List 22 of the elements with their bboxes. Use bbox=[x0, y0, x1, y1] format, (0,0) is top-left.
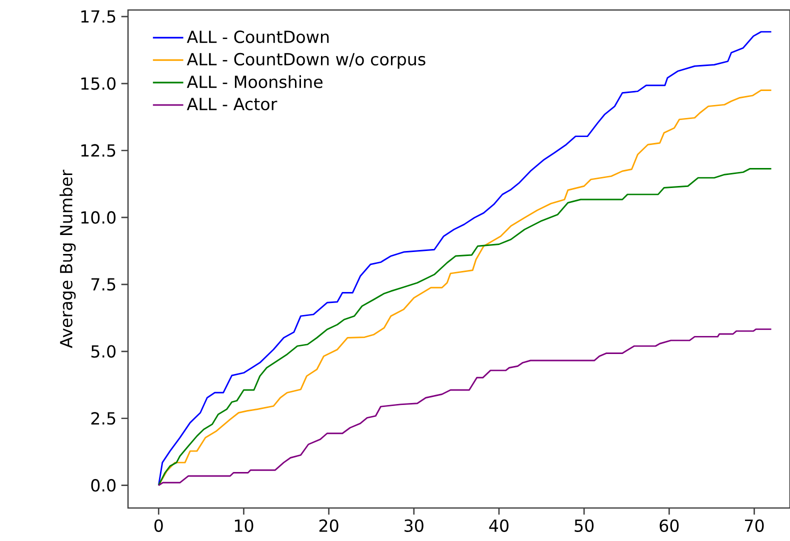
x-tick-label: 60 bbox=[660, 519, 679, 532]
x-tick-label: 0 bbox=[154, 519, 163, 532]
x-tick-label: 70 bbox=[745, 519, 764, 532]
x-tick-label: 30 bbox=[404, 519, 424, 532]
legend-label: ALL - CountDown w/o corpus bbox=[186, 52, 426, 69]
x-tick-label: 20 bbox=[319, 519, 338, 532]
y-axis-title: Average Bug Number bbox=[60, 170, 76, 348]
y-tick-label: 17.5 bbox=[81, 10, 116, 23]
legend-label: ALL - CountDown bbox=[186, 30, 329, 44]
legend-label: ALL - Actor bbox=[186, 98, 278, 110]
x-tick-label: 40 bbox=[489, 519, 508, 532]
x-tick-label: 50 bbox=[574, 519, 594, 532]
y-tick-label: 12.5 bbox=[81, 144, 116, 157]
y-tick-label: 0.0 bbox=[91, 479, 116, 492]
y-tick-label: 5.0 bbox=[91, 345, 116, 358]
x-tick-label: 10 bbox=[234, 519, 254, 532]
y-tick-label: 7.5 bbox=[91, 278, 116, 291]
y-tick-label: 15.0 bbox=[81, 77, 116, 90]
y-tick-label: 10.0 bbox=[81, 211, 116, 224]
legend-label: ALL - Moonshine bbox=[186, 75, 322, 88]
line-series bbox=[158, 328, 772, 486]
y-tick-label: 2.5 bbox=[91, 412, 116, 425]
